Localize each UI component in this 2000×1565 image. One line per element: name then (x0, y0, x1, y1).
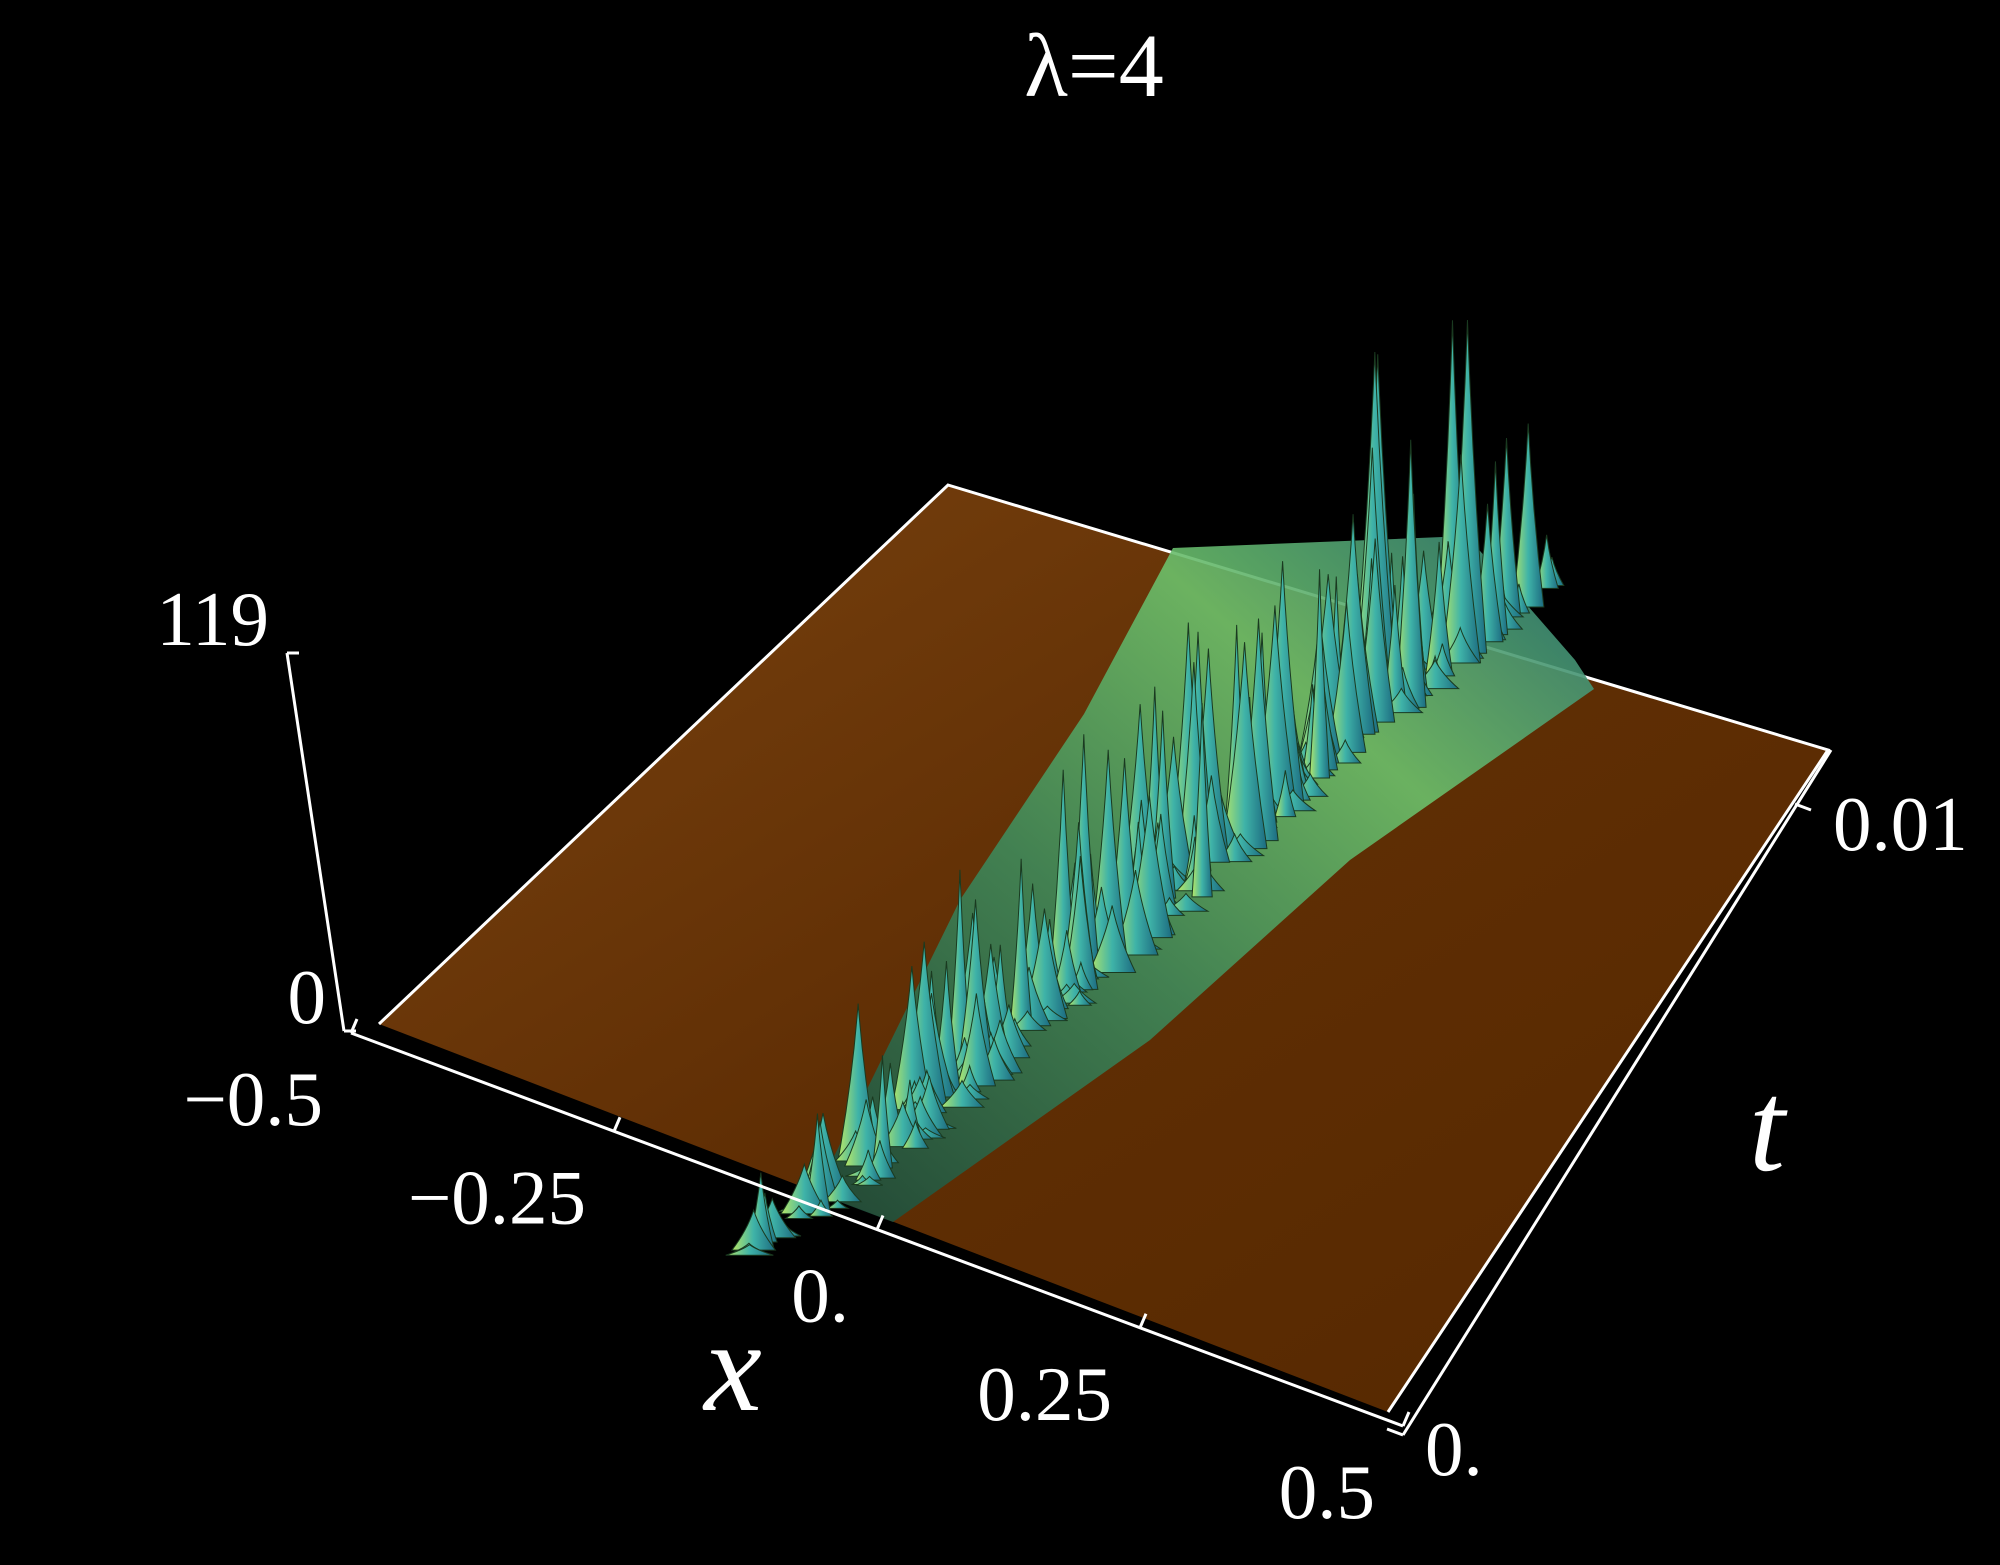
surface-peak (1066, 989, 1093, 1006)
chart-title: λ=4 (1024, 17, 1163, 116)
surface-peak (1087, 905, 1137, 973)
t-tick (1386, 1427, 1404, 1437)
surface-peaks (725, 319, 1565, 1256)
x-tick-label: −0.25 (408, 1154, 586, 1240)
x-tick (1138, 1313, 1148, 1329)
surface-peak (956, 899, 995, 1078)
surface-peak (871, 1055, 893, 1169)
x-tick-label: 0. (791, 1253, 849, 1339)
surface-peak (725, 1244, 774, 1256)
x-tick (612, 1116, 622, 1132)
t-axis-line (1401, 749, 1833, 1436)
surface-peak (1440, 454, 1482, 664)
t-tick-label: 0. (1425, 1406, 1483, 1492)
surface-peak (1394, 439, 1427, 708)
t-tick (1794, 802, 1812, 812)
surface-peak (1009, 858, 1033, 1028)
surface-peak (856, 1175, 883, 1186)
z-axis-line (285, 652, 346, 1032)
surface-peak (1308, 569, 1331, 779)
surface-peak (854, 1149, 882, 1181)
t-axis-label: t (1749, 1055, 1788, 1199)
surface-peak (1274, 770, 1297, 818)
surface-peak (784, 1204, 814, 1220)
surface-peak (1191, 703, 1213, 898)
x-axis-label: x (702, 1295, 762, 1439)
x-tick (1401, 1411, 1411, 1427)
x-tick-label: 0.25 (977, 1351, 1112, 1437)
surface-peak (938, 1079, 986, 1108)
surface-peak (1326, 601, 1367, 753)
surface-peak (1511, 423, 1545, 608)
t-tick-label: 0.01 (1833, 781, 1968, 867)
surface-peak (730, 1208, 777, 1251)
surface-peak (901, 1119, 930, 1149)
surface-peak (1425, 541, 1454, 676)
z-tick-label: 0 (288, 954, 327, 1040)
surface-peak (825, 1199, 850, 1209)
surface-peak (822, 1174, 863, 1203)
surface-peak (1221, 642, 1268, 850)
z-tick-label: 119 (156, 576, 269, 662)
surface-peak (956, 993, 997, 1087)
x-tick (875, 1214, 885, 1231)
x-tick-label: 0.5 (1279, 1449, 1375, 1535)
x-tick-label: −0.5 (183, 1056, 323, 1142)
surface-peak (1050, 930, 1083, 998)
